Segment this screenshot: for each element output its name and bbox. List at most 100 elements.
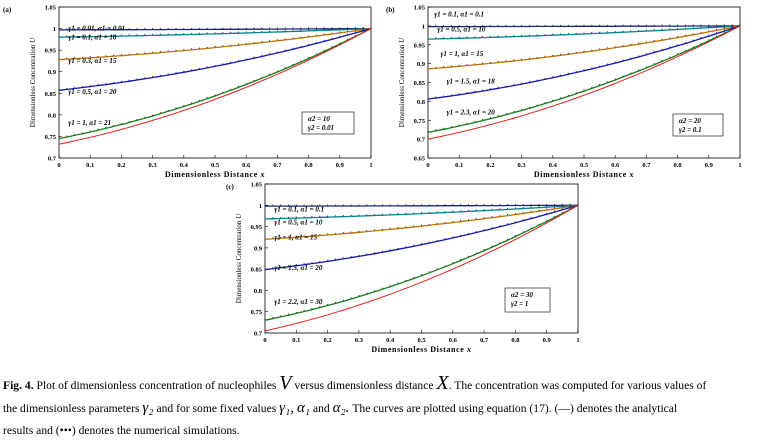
numerical-point <box>323 49 325 51</box>
numerical-point <box>327 233 329 235</box>
series-line <box>264 204 579 240</box>
numerical-point <box>245 82 247 85</box>
numerical-point <box>66 87 68 89</box>
series-line <box>427 25 741 140</box>
numerical-point <box>323 33 325 35</box>
numerical-point <box>460 204 462 206</box>
numerical-point <box>237 85 239 87</box>
numerical-point <box>560 74 562 76</box>
numerical-point <box>374 252 376 254</box>
numerical-point <box>507 214 509 216</box>
numerical-point <box>491 204 493 206</box>
numerical-point <box>347 33 349 35</box>
numerical-point <box>113 124 115 127</box>
numerical-point <box>467 209 470 211</box>
numerical-point <box>284 30 286 32</box>
numerical-point <box>66 135 68 137</box>
numerical-point <box>700 26 702 28</box>
numerical-point <box>544 102 546 104</box>
numerical-point <box>452 221 454 223</box>
y-tick-label: 1 <box>53 26 56 33</box>
numerical-point <box>553 203 556 205</box>
numerical-point <box>560 53 562 55</box>
numerical-point <box>308 56 310 59</box>
numerical-point <box>538 203 540 205</box>
numerical-point <box>575 24 577 26</box>
numerical-point <box>606 47 608 49</box>
numerical-point <box>560 97 562 99</box>
numerical-point <box>436 222 438 224</box>
numerical-point <box>397 247 399 249</box>
numerical-point <box>723 27 725 29</box>
numerical-point <box>723 31 725 34</box>
numerical-point <box>552 76 554 78</box>
numerical-point <box>606 81 608 83</box>
numerical-point <box>483 249 485 251</box>
numerical-point <box>89 85 91 87</box>
numerical-point <box>561 206 563 208</box>
numerical-point <box>436 204 438 206</box>
numerical-point <box>167 73 169 75</box>
numerical-point <box>405 212 407 214</box>
numerical-point <box>280 204 282 206</box>
y-tick-label: 0.8 <box>254 288 263 295</box>
numerical-point <box>261 41 263 43</box>
numerical-point <box>474 25 476 27</box>
numerical-point <box>136 78 138 80</box>
numerical-point <box>497 115 499 117</box>
x-tick-label: 0 <box>426 162 429 169</box>
numerical-point <box>452 262 454 264</box>
numerical-point <box>630 30 632 32</box>
fixed-param-label: α2 = 30 <box>511 291 533 299</box>
numerical-point <box>311 216 313 218</box>
series-line <box>427 25 741 100</box>
numerical-point <box>499 208 501 210</box>
y-tick-label: 0.85 <box>45 91 57 98</box>
numerical-point <box>245 31 247 33</box>
series-line <box>264 204 579 220</box>
numerical-point <box>389 285 391 287</box>
numerical-point <box>350 297 352 299</box>
numerical-point <box>450 126 452 128</box>
numerical-point <box>661 24 663 26</box>
numerical-point <box>489 61 491 63</box>
numerical-point <box>428 204 430 206</box>
numerical-point <box>113 34 115 36</box>
numerical-point <box>444 211 446 213</box>
numerical-point <box>505 35 507 37</box>
numerical-point <box>444 204 446 206</box>
numerical-point <box>514 221 516 223</box>
numerical-point <box>428 211 430 213</box>
numerical-point <box>450 65 452 67</box>
numerical-point <box>497 61 499 63</box>
numerical-point <box>420 204 423 206</box>
numerical-point <box>630 57 632 59</box>
numerical-point <box>622 30 624 32</box>
numerical-point <box>245 27 247 29</box>
numerical-point <box>692 46 694 48</box>
numerical-point <box>308 43 310 45</box>
numerical-point <box>397 213 399 215</box>
chart-panel-a: 0 0.1 0.2 0.3 0.4 0.5 0.6 0.7 0.8 0.9 1 0.7 0.75 0.8 0… <box>3 5 373 180</box>
numerical-point <box>716 25 718 27</box>
numerical-point <box>536 24 538 26</box>
caption-symbol-v: V <box>279 372 292 394</box>
numerical-point <box>120 80 122 82</box>
numerical-point <box>206 46 208 48</box>
numerical-point <box>677 27 679 30</box>
numerical-point <box>74 86 76 89</box>
numerical-point <box>230 88 232 90</box>
caption-symbol-alpha2: α₂. <box>332 400 350 416</box>
numerical-point <box>198 47 200 49</box>
numerical-point <box>546 203 548 205</box>
numerical-point <box>560 24 562 26</box>
numerical-point <box>489 88 491 90</box>
numerical-point <box>272 237 274 239</box>
numerical-point <box>237 43 239 45</box>
y-tick-label: 1.05 <box>45 5 57 12</box>
numerical-point <box>66 28 68 30</box>
numerical-point <box>206 27 208 29</box>
numerical-point <box>723 24 725 26</box>
numerical-point <box>354 29 356 31</box>
numerical-point <box>97 28 99 30</box>
